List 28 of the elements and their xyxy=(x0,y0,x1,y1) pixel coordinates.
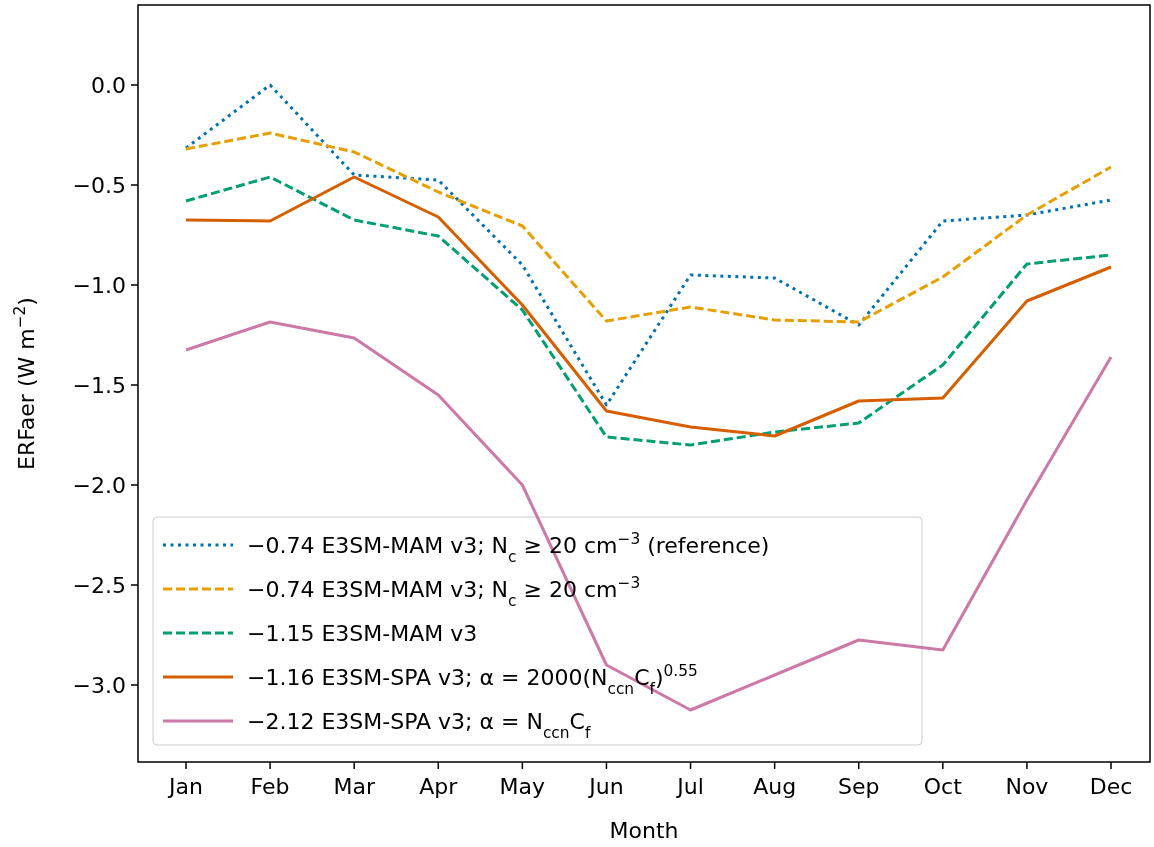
legend-label: −0.74 E3SM-MAM v3; N$_{c}$ ≥ 20 cm$^{−3}$ xyxy=(247,573,641,610)
legend-label: −2.12 E3SM-SPA v3; α = N$_{ccn}$C$_{f}$ xyxy=(247,708,591,742)
x-tick-label: Apr xyxy=(419,774,459,799)
x-tick-label: Jan xyxy=(167,774,203,799)
x-tick-label: Jul xyxy=(675,774,704,799)
line-series xyxy=(184,83,1113,407)
x-tick-label: Mar xyxy=(333,774,376,799)
x-tick-label: May xyxy=(499,774,546,799)
legend-label: −0.74 E3SM-MAM v3; N$_{c}$ ≥ 20 cm$^{−3}$ (reference) xyxy=(247,529,770,566)
y-tick-label: −0.5 xyxy=(72,172,126,198)
line-series xyxy=(184,131,1113,324)
y-tick-label: −2.0 xyxy=(72,472,126,498)
x-tick-label: Jun xyxy=(587,774,624,799)
y-tick-label: 0.0 xyxy=(91,72,126,98)
legend-label: −1.16 E3SM-SPA v3; α = 2000(N$_{ccn}$C$_{f}$)$^{0.55}$ xyxy=(247,661,698,698)
y-tick-label: −1.0 xyxy=(72,272,126,298)
y-tick-label: −2.5 xyxy=(72,572,126,598)
x-tick-label: Feb xyxy=(250,774,290,799)
x-tick-label: Nov xyxy=(1005,774,1049,799)
x-axis-title: Month xyxy=(609,818,679,843)
legend-label: −1.15 E3SM-MAM v3 xyxy=(247,620,478,646)
y-tick-label: −3.0 xyxy=(72,672,126,698)
x-tick-label: Sep xyxy=(837,774,880,799)
line-series xyxy=(184,320,1113,712)
y-tick-label: −1.5 xyxy=(72,372,126,398)
x-tick-label: Dec xyxy=(1089,774,1133,799)
x-tick-label: Oct xyxy=(923,774,963,799)
x-tick-label: Aug xyxy=(753,774,797,799)
